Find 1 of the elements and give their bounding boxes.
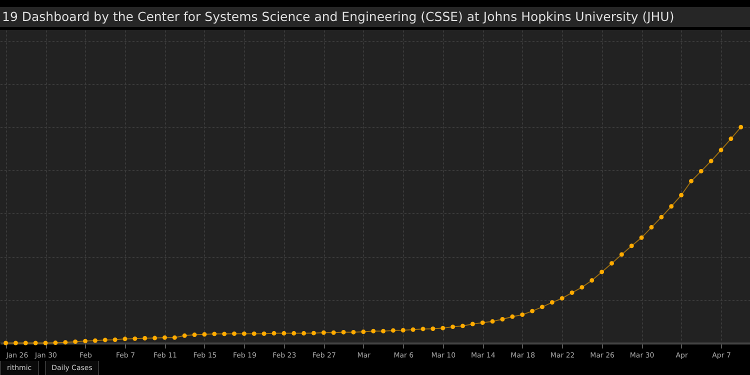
chart-title: 19 Dashboard by the Center for Systems Science and Engineering (CSSE) at Johns Hopkins University (JHU) bbox=[0, 7, 750, 27]
